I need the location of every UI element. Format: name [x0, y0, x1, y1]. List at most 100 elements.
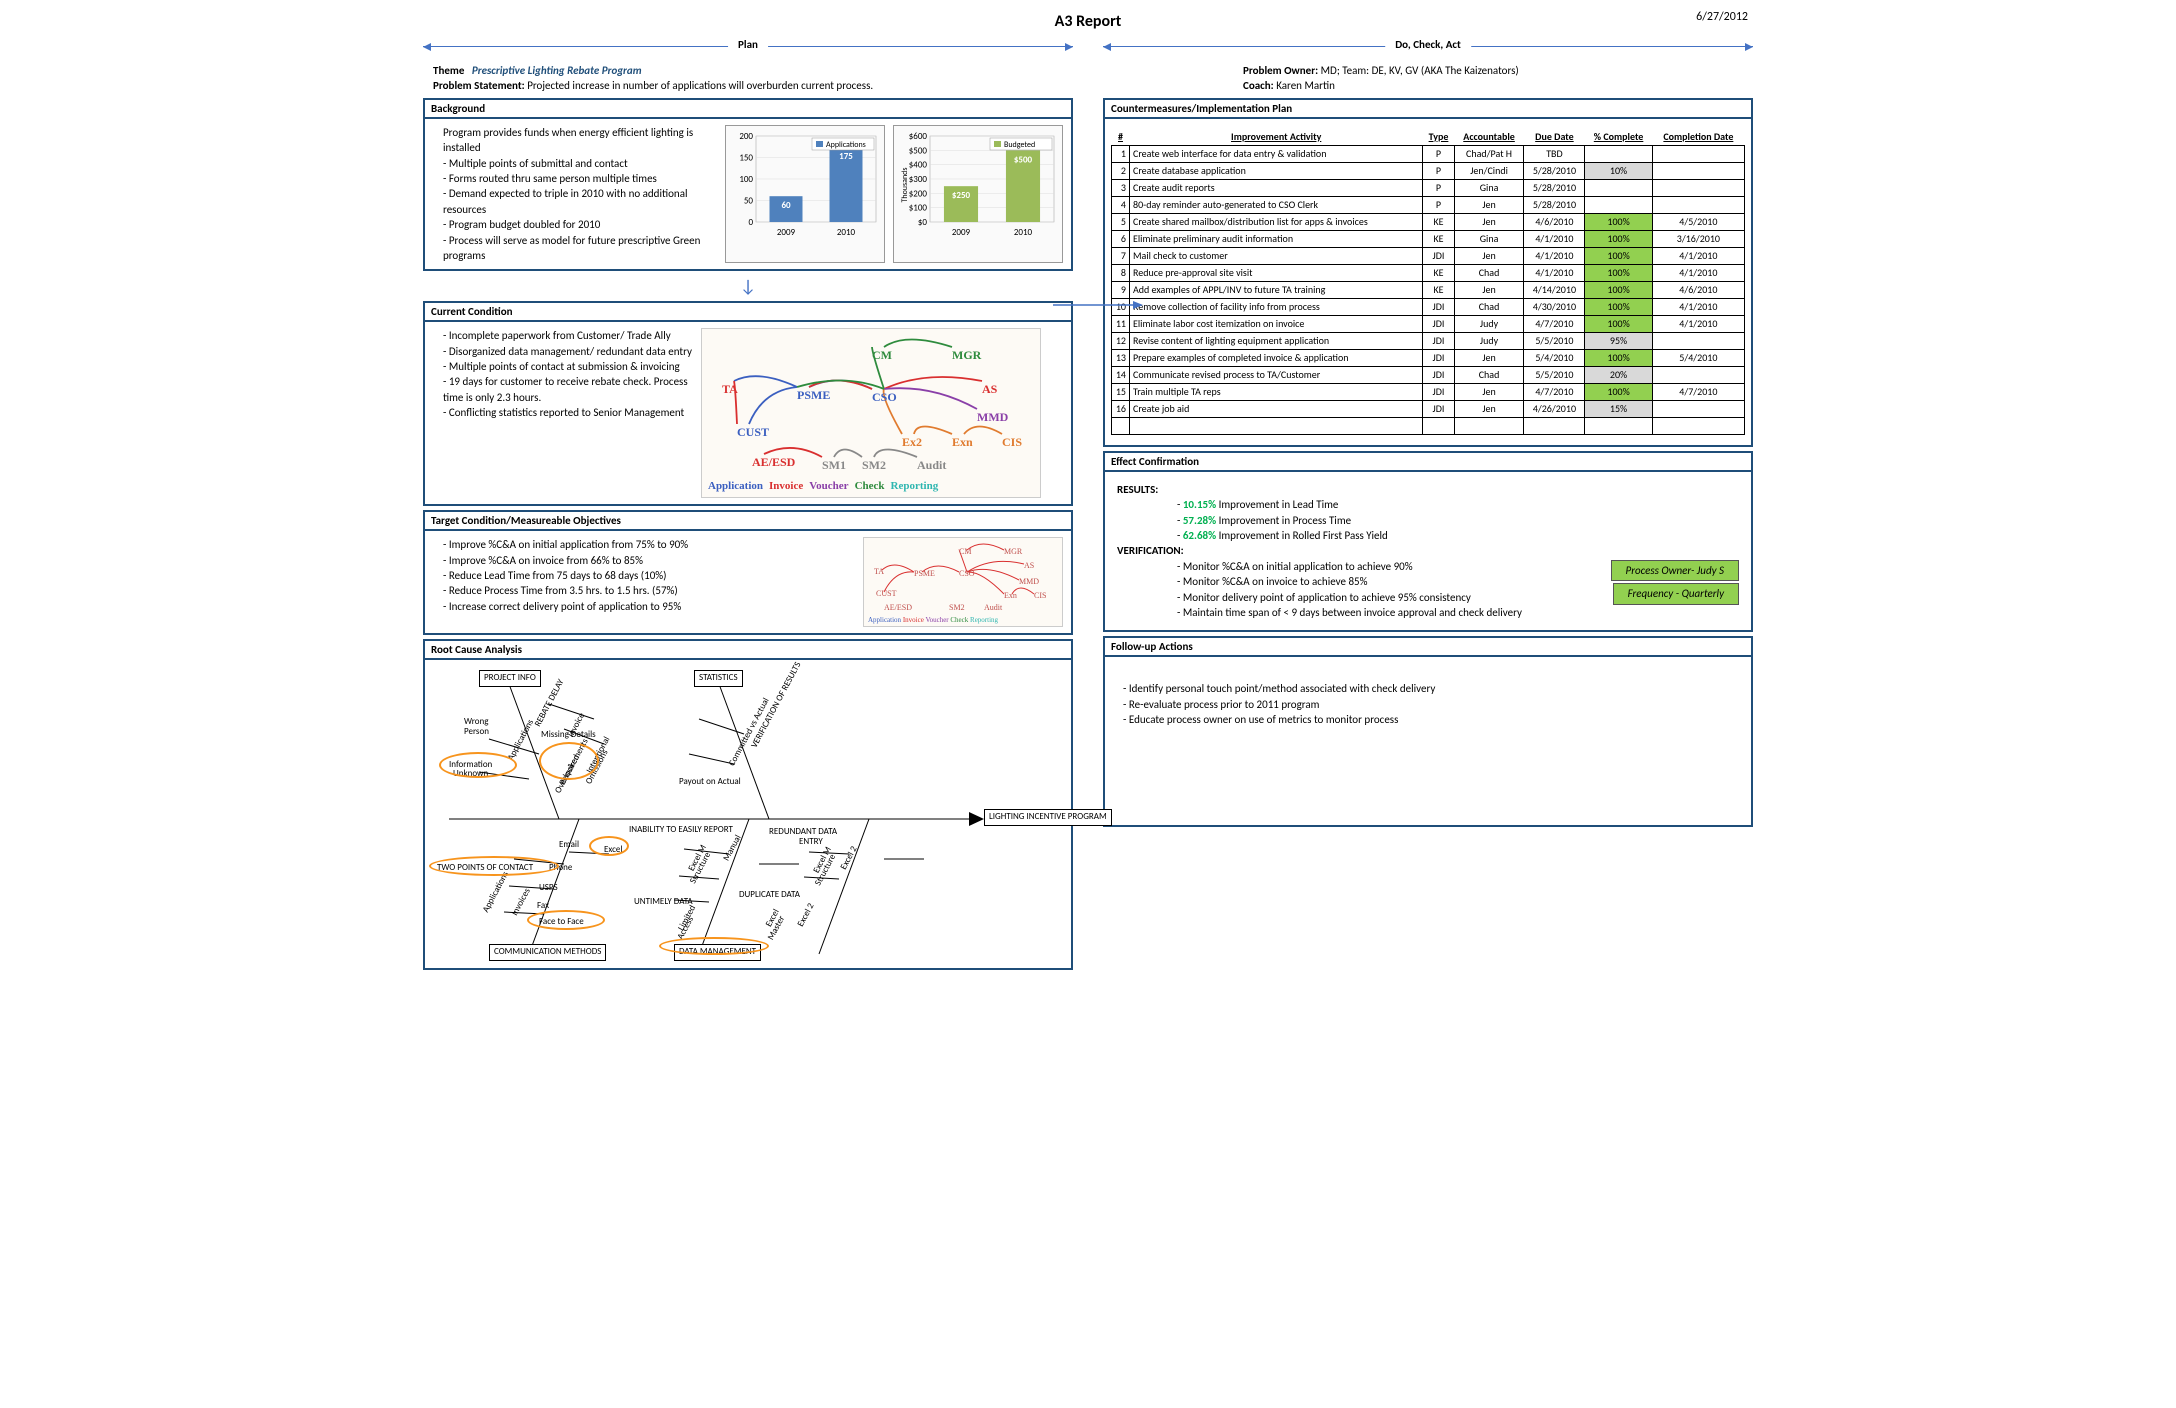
spaghetti-node: PSME: [797, 387, 830, 404]
report-title: A3 Report: [423, 12, 1753, 31]
table-row: 5Create shared mailbox/distribution list…: [1112, 213, 1745, 230]
fishbone-label: ENTRY: [799, 836, 823, 849]
svg-text:$300: $300: [909, 174, 928, 185]
fishbone-category: COMMUNICATION METHODS: [489, 944, 606, 961]
left-column: Plan Theme Prescriptive Lighting Rebate …: [423, 31, 1073, 974]
spaghetti-node: Audit: [917, 457, 946, 474]
fu-head: Follow-up Actions: [1103, 636, 1753, 657]
spaghetti-legend: ApplicationInvoiceVoucherCheckReporting: [708, 479, 1034, 494]
rca-head: Root Cause Analysis: [423, 639, 1073, 660]
list-item: Identify personal touch point/method ass…: [1123, 681, 1743, 696]
table-row: 3Create audit reportsPGina5/28/2010: [1112, 179, 1745, 196]
spaghetti-node: MMD: [977, 409, 1008, 426]
list-item: Conflicting statistics reported to Senio…: [443, 405, 693, 420]
svg-text:$250: $250: [952, 190, 971, 201]
mini-spaghetti: TAPSMECSOCMMGRASMMDExnCISCUSTAE/ESDSM2Au…: [863, 537, 1063, 627]
verif-label: VERIFICATION:: [1117, 544, 1184, 557]
spaghetti-node: CUST: [737, 424, 769, 441]
list-item: Reduce Process Time from 3.5 hrs. to 1.5…: [443, 583, 855, 598]
theme-label: Theme: [433, 64, 464, 77]
ps-label: Problem Statement:: [433, 79, 525, 92]
col-header: Accountable: [1454, 129, 1524, 146]
spaghetti-node: TA: [722, 381, 738, 398]
svg-text:200: 200: [739, 131, 753, 142]
table-row: 11Eliminate labor cost itemization on in…: [1112, 315, 1745, 332]
table-row: 16Create job aidJDIJen4/26/201015%: [1112, 400, 1745, 417]
table-row: 2Create database applicationPJen/Cindi5/…: [1112, 162, 1745, 179]
ec-head: Effect Confirmation: [1103, 451, 1753, 472]
connector-arrow-icon: [1053, 295, 1143, 315]
list-item: Maintain time span of < 9 days between i…: [1177, 605, 1611, 620]
fishbone-category: STATISTICS: [694, 670, 743, 687]
phase-dca: Do, Check, Act: [1385, 38, 1471, 51]
table-row: 8Reduce pre-approval site visitKEChad4/1…: [1112, 264, 1745, 281]
svg-text:150: 150: [739, 152, 753, 163]
svg-text:$500: $500: [909, 145, 928, 156]
spaghetti-node: Exn: [952, 434, 973, 451]
col-header: #: [1112, 129, 1130, 146]
list-item: 19 days for customer to receive rebate c…: [443, 374, 693, 405]
list-item: Forms routed thru same person multiple t…: [443, 171, 717, 186]
fishbone-category: LIGHTING INCENTIVE PROGRAM: [984, 809, 1112, 826]
spaghetti-node: MGR: [952, 347, 981, 364]
spaghetti-node: CM: [872, 347, 892, 364]
coach-text: Karen Martin: [1276, 79, 1335, 92]
list-item: Multiple points of submittal and contact: [443, 156, 717, 171]
list-item: Re-evaluate process prior to 2011 progra…: [1123, 697, 1743, 712]
theme-text: Prescriptive Lighting Rebate Program: [472, 64, 642, 77]
svg-text:$0: $0: [918, 217, 928, 228]
fishbone-label: USPS: [539, 882, 558, 895]
col-header: % Complete: [1585, 129, 1652, 146]
col-header: Completion Date: [1652, 129, 1744, 146]
cc-head: Current Condition: [423, 301, 1073, 322]
list-item: Monitor delivery point of application to…: [1177, 590, 1611, 605]
frequency-box: Frequency - Quarterly: [1613, 583, 1739, 604]
table-row: 1Create web interface for data entry & v…: [1112, 145, 1745, 162]
table-row: 10Remove collection of facility info fro…: [1112, 298, 1745, 315]
col-header: Type: [1423, 129, 1454, 146]
svg-text:2009: 2009: [952, 227, 971, 238]
tc-body: Improve %C&A on initial application from…: [423, 531, 1073, 635]
down-arrow-icon: ↓: [423, 275, 1073, 297]
applications-chart: 0501001502006020091752010Applications: [725, 125, 885, 264]
list-item: Improve %C&A on initial application from…: [443, 537, 855, 552]
svg-text:50: 50: [744, 195, 754, 206]
list-item: Process will serve as model for future p…: [443, 233, 717, 264]
list-item: Monitor %C&A on initial application to a…: [1177, 559, 1611, 574]
spaghetti-node: CIS: [1002, 434, 1022, 451]
svg-text:2010: 2010: [1014, 227, 1033, 238]
ec-body: RESULTS: 10.15% Improvement in Lead Time…: [1103, 472, 1753, 633]
svg-text:Budgeted: Budgeted: [1004, 140, 1035, 150]
svg-text:$400: $400: [909, 159, 928, 170]
tc-head: Target Condition/Measureable Objectives: [423, 510, 1073, 531]
list-item: 62.68% Improvement in Rolled First Pass …: [1177, 528, 1739, 543]
svg-text:$200: $200: [909, 188, 928, 199]
cm-head: Countermeasures/Implementation Plan: [1103, 98, 1753, 119]
svg-text:$100: $100: [909, 202, 928, 213]
budget-chart: $0$100$200$300$400$500$600$2502009$50020…: [893, 125, 1063, 264]
right-column: Do, Check, Act Problem Owner: MD; Team: …: [1103, 31, 1753, 974]
fu-body: Identify personal touch point/method ass…: [1103, 657, 1753, 827]
list-item: Monitor %C&A on invoice to achieve 85%: [1177, 574, 1611, 589]
list-item: Reduce Lead Time from 75 days to 68 days…: [443, 568, 855, 583]
rca-body: PROJECT INFO STATISTICS COMMUNICATION METH…: [423, 660, 1073, 970]
owner-label: Problem Owner:: [1243, 64, 1318, 77]
list-item: 57.28% Improvement in Process Time: [1177, 513, 1739, 528]
background-intro: Program provides funds when energy effic…: [433, 125, 717, 156]
table-row: 12Revise content of lighting equipment a…: [1112, 332, 1745, 349]
svg-text:2010: 2010: [837, 227, 856, 238]
list-item: Demand expected to triple in 2010 with n…: [443, 186, 717, 217]
table-row: 480-day reminder auto-generated to CSO C…: [1112, 196, 1745, 213]
table-row: 6Eliminate preliminary audit information…: [1112, 230, 1745, 247]
list-item: Improve %C&A on invoice from 66% to 85%: [443, 553, 855, 568]
cm-body: #Improvement ActivityTypeAccountableDue …: [1103, 119, 1753, 447]
list-item: 10.15% Improvement in Lead Time: [1177, 497, 1739, 512]
table-row: 13Prepare examples of completed invoice …: [1112, 349, 1745, 366]
svg-text:$600: $600: [909, 131, 928, 142]
fishbone-label: Email: [559, 839, 579, 852]
spaghetti-node: AS: [982, 381, 997, 398]
fishbone-category: PROJECT INFO: [479, 670, 541, 687]
plan-table: #Improvement ActivityTypeAccountableDue …: [1111, 129, 1745, 435]
list-item: Incomplete paperwork from Customer/ Trad…: [443, 328, 693, 343]
phase-plan: Plan: [728, 38, 768, 51]
